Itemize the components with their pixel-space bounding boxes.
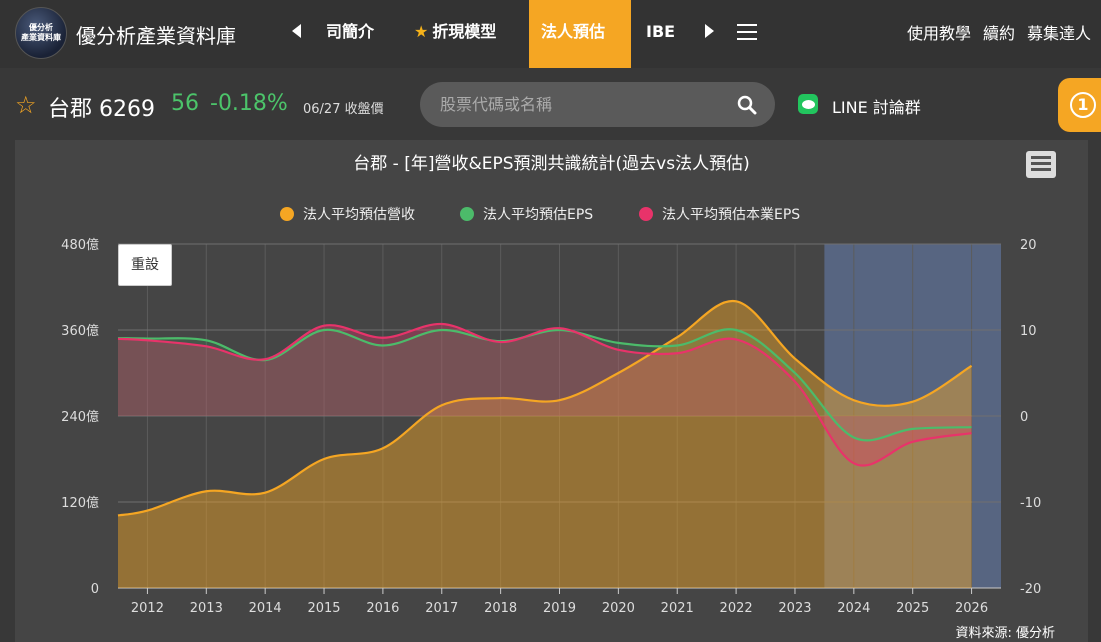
- search-input[interactable]: [420, 82, 720, 127]
- logo-line-1: 優分析: [29, 23, 53, 32]
- series-area-revenue: [118, 301, 972, 588]
- y-axis-right-tick-label: 20: [1020, 238, 1037, 253]
- search-icon[interactable]: [737, 95, 757, 115]
- stock-name: 台郡 6269: [48, 97, 155, 122]
- forecast-chart: 0 120億 240億 360億 480億 -20 -10 0 10 20 2012 2013 2014…: [61, 207, 1041, 616]
- header-links: 使用教學 續約 募集達人: [907, 20, 1091, 44]
- y-axis-left-tick-label: 360億: [61, 323, 99, 339]
- tutorial-link[interactable]: 使用教學: [906, 24, 971, 43]
- data-source: 資料來源: 優分析: [955, 626, 1055, 641]
- y-axis-left-tick-label: 0: [91, 582, 99, 597]
- notification-count: 1: [1070, 92, 1096, 118]
- x-axis-tick-label: 2020: [602, 601, 635, 616]
- chart-panel: 0 120億 240億 360億 480億 -20 -10 0 10 20 2012 2013 2014…: [15, 140, 1088, 642]
- chart-menu-button[interactable]: [1026, 151, 1056, 178]
- stock-search: [420, 82, 775, 127]
- x-axis-tick-label: 2023: [778, 601, 811, 616]
- x-axis-tick-label: 2016: [366, 601, 399, 616]
- brand-title[interactable]: 優分析產業資料庫: [76, 24, 236, 48]
- line-group-link[interactable]: LINE 討論群: [832, 98, 921, 117]
- brand-logo[interactable]: 優分析 產業資料庫: [15, 7, 67, 59]
- legend-marker-core-eps: [639, 207, 653, 221]
- nav-item-company-intro[interactable]: 司簡介: [326, 22, 375, 41]
- nav-item-ibe[interactable]: IBE: [646, 22, 676, 41]
- renew-link[interactable]: 續約: [982, 24, 1015, 43]
- line-app-icon[interactable]: [798, 94, 818, 114]
- legend-marker-revenue: [280, 207, 294, 221]
- x-axis-tick-label: 2015: [307, 601, 340, 616]
- x-axis-tick-label: 2017: [425, 601, 458, 616]
- x-axis-tick-label: 2019: [543, 601, 576, 616]
- x-axis-tick-label: 2012: [131, 601, 164, 616]
- x-axis-tick-label: 2014: [249, 601, 282, 616]
- x-axis-tick-label: 2022: [720, 601, 753, 616]
- star-icon: ★: [414, 22, 429, 41]
- y-axis-left-tick-label: 240億: [61, 409, 99, 425]
- y-axis-right-tick-label: -20: [1020, 582, 1041, 597]
- x-axis-tick-label: 2018: [484, 601, 517, 616]
- y-axis-right-tick-label: -10: [1020, 496, 1041, 511]
- chart-title: 台郡 - [年]營收&EPS預測共識統計(過去vs法人預估): [353, 154, 750, 174]
- series-line-core-eps: [117, 322, 972, 467]
- series-area-core-eps: [118, 323, 972, 466]
- logo-line-2: 產業資料庫: [21, 33, 61, 42]
- reset-zoom-button[interactable]: 重設: [118, 244, 172, 286]
- fundraising-link[interactable]: 募集達人: [1026, 24, 1091, 43]
- legend-label-revenue: 法人平均預估營收: [303, 207, 415, 223]
- x-axis-tick-label: 2013: [190, 601, 223, 616]
- nav-item-analyst-forecast[interactable]: 法人預估: [529, 0, 631, 68]
- quote-date: 06/27 收盤價: [303, 102, 384, 117]
- legend-label-eps: 法人平均預估EPS: [483, 207, 593, 223]
- nav-item-label: 折現模型: [432, 22, 497, 41]
- y-axis-right-tick-label: 10: [1020, 324, 1037, 339]
- nav-scroll-right-icon[interactable]: [705, 24, 714, 38]
- hamburger-menu-icon[interactable]: [737, 24, 757, 40]
- notification-tab[interactable]: 1: [1058, 78, 1101, 132]
- series-line-revenue: [117, 300, 973, 517]
- series-area-eps: [118, 329, 972, 441]
- stock-change: -0.18%: [210, 91, 288, 116]
- x-axis-tick-label: 2025: [896, 601, 929, 616]
- y-axis-left-tick-label: 480億: [61, 237, 99, 253]
- x-axis-tick-label: 2024: [837, 601, 870, 616]
- y-axis-right-tick-label: 0: [1020, 410, 1028, 425]
- top-nav: 優分析 產業資料庫 優分析產業資料庫 司簡介 ★ 折現模型 法人預估 IBE 使用…: [0, 0, 1101, 68]
- legend-marker-eps: [460, 207, 474, 221]
- legend-label-core-eps: 法人平均預估本業EPS: [662, 207, 800, 223]
- x-axis-tick-label: 2021: [661, 601, 694, 616]
- stock-price: 56: [171, 91, 199, 116]
- nav-item-dcf-model[interactable]: ★ 折現模型: [402, 0, 508, 68]
- nav-scroll-left-icon[interactable]: [292, 24, 301, 38]
- favorite-star-icon[interactable]: ☆: [15, 91, 37, 119]
- y-axis-left-tick-label: 120億: [61, 495, 99, 511]
- x-axis-tick-label: 2026: [955, 601, 988, 616]
